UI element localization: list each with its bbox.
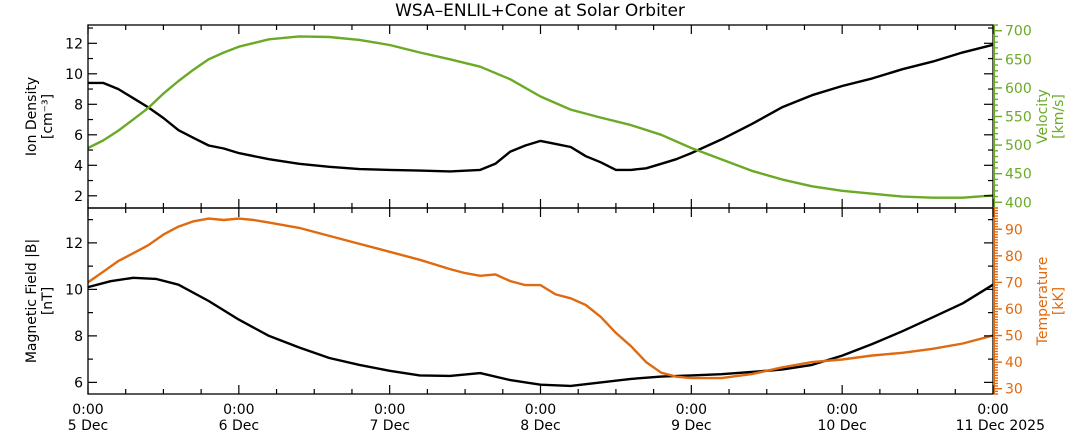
right-tick-label: 50	[1005, 329, 1023, 345]
right-tick-label: 550	[1005, 110, 1032, 126]
left-tick-label: 6	[74, 128, 83, 144]
right-tick-label: 30	[1005, 382, 1023, 398]
x-tick-label-time: 0:00	[826, 402, 857, 418]
x-tick-label-time: 0:00	[676, 402, 707, 418]
right-tick-label: 450	[1005, 167, 1032, 183]
x-tick-label-time: 0:00	[374, 402, 405, 418]
right-tick-label: 40	[1005, 355, 1023, 371]
left-tick-label: 6	[74, 375, 83, 391]
series-line-top-ion-density	[88, 43, 994, 173]
x-tick-label-time: 0:00	[525, 402, 556, 418]
x-tick-label-time: 0:00	[223, 402, 254, 418]
x-tick-label-time: 0:00	[72, 402, 103, 418]
left-tick-label: 10	[65, 67, 83, 83]
right-tick-label: 90	[1005, 222, 1023, 238]
x-tick-label-date: 11 Dec 2025	[956, 418, 1045, 432]
left-tick-label: 8	[74, 97, 83, 113]
right-tick-label: 60	[1005, 302, 1023, 318]
left-axis-title: Magnetic Field |B|	[24, 239, 40, 363]
left-tick-label: 2	[74, 189, 83, 205]
left-axis-title: Ion Density	[24, 77, 40, 156]
series-line-bottom-temperature	[87, 217, 994, 380]
x-tick-label-date: 6 Dec	[219, 418, 259, 432]
right-tick-label: 600	[1005, 81, 1032, 97]
x-tick-label-date: 9 Dec	[671, 418, 711, 432]
x-tick-label-date: 8 Dec	[520, 418, 560, 432]
right-tick-label: 80	[1005, 249, 1023, 265]
left-tick-label: 8	[74, 329, 83, 345]
right-axis-unit: [km/s]	[1051, 94, 1067, 139]
right-tick-label: 650	[1005, 52, 1032, 68]
right-tick-label: 70	[1005, 275, 1023, 291]
x-tick-label-date: 5 Dec	[68, 418, 108, 432]
right-tick-label: 400	[1005, 195, 1032, 211]
plot-frame-bottom	[87, 207, 994, 395]
right-axis-title: Velocity	[1035, 89, 1051, 144]
series-line-top-velocity	[87, 35, 994, 199]
chart-title: WSA–ENLIL+Cone at Solar Orbiter	[395, 1, 685, 21]
left-tick-label: 10	[65, 282, 83, 298]
panel-top: 2 4 6 8 10 12 400 450 500 550 600 650 700 Ion Density…	[24, 24, 1067, 212]
x-tick-label-time: 0:00	[977, 402, 1008, 418]
x-tick-label-date: 10 Dec	[817, 418, 866, 432]
left-axis-unit: [nT]	[40, 287, 56, 315]
right-tick-label: 700	[1005, 24, 1032, 40]
series-line-bottom-magnetic-field-b-	[87, 276, 994, 388]
left-tick-label: 12	[65, 236, 83, 252]
left-tick-label: 12	[65, 36, 83, 52]
right-axis-title: Temperature	[1035, 257, 1051, 347]
right-axis-unit: [kK]	[1051, 287, 1067, 315]
panel-bottom: 6 8 10 12 30 40 50 60 70 80 90 Magnetic Field |B| [n…	[24, 207, 1067, 398]
left-axis-unit: [cm⁻³]	[40, 94, 56, 139]
left-tick-label: 4	[74, 158, 83, 174]
right-tick-label: 500	[1005, 138, 1032, 154]
x-tick-label-date: 7 Dec	[369, 418, 409, 432]
